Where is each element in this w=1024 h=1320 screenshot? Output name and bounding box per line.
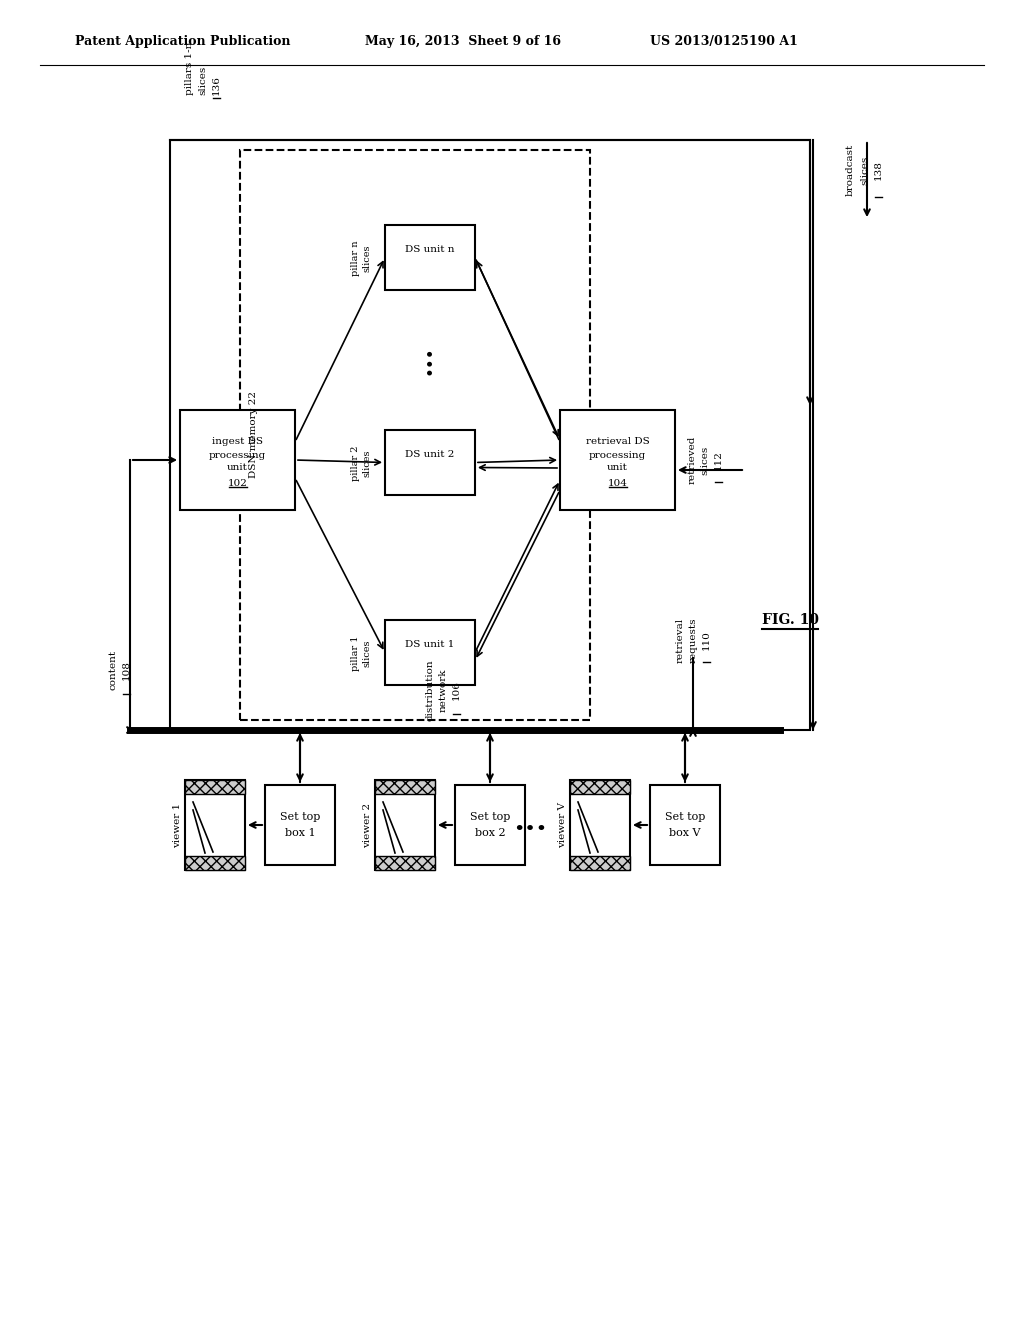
Text: 104: 104 [607, 479, 628, 487]
Text: retrieved: retrieved [687, 436, 696, 484]
Bar [185, 780, 245, 870]
Text: requests: requests [688, 618, 697, 663]
Text: distribution: distribution [426, 659, 434, 721]
Text: Set top: Set top [470, 812, 510, 822]
Bar [455, 785, 525, 865]
Text: retrieval DS: retrieval DS [586, 437, 649, 446]
Text: slices: slices [362, 639, 372, 667]
Bar [375, 780, 435, 795]
Text: DSN memory 22: DSN memory 22 [249, 392, 257, 479]
Text: •••: ••• [422, 346, 438, 375]
Bar [185, 780, 245, 795]
Text: pillar 1: pillar 1 [351, 635, 360, 671]
Bar [375, 780, 435, 870]
Text: Patent Application Publication: Patent Application Publication [75, 36, 291, 49]
Text: unit: unit [607, 463, 628, 473]
Text: viewer V: viewer V [558, 803, 567, 847]
Text: US 2013/0125190 A1: US 2013/0125190 A1 [650, 36, 798, 49]
Text: 136: 136 [212, 75, 220, 95]
Text: pillar n: pillar n [351, 240, 360, 276]
Text: pillar 2: pillar 2 [351, 445, 360, 480]
Text: pillars 1-n: pillars 1-n [185, 42, 195, 95]
Text: processing: processing [589, 450, 646, 459]
Bar [385, 430, 475, 495]
Text: 112: 112 [714, 450, 723, 470]
Bar [650, 785, 720, 865]
Text: May 16, 2013  Sheet 9 of 16: May 16, 2013 Sheet 9 of 16 [365, 36, 561, 49]
Text: unit: unit [227, 463, 248, 473]
Text: box V: box V [670, 828, 700, 838]
Text: slices: slices [362, 449, 372, 477]
Text: content: content [109, 649, 118, 690]
Text: network: network [438, 668, 447, 711]
Text: 110: 110 [701, 630, 711, 649]
Bar [570, 780, 630, 795]
Text: slices: slices [199, 66, 208, 95]
Text: 106: 106 [452, 680, 461, 700]
Bar [570, 855, 630, 870]
Bar [385, 224, 475, 290]
Text: 138: 138 [873, 160, 883, 180]
Bar [560, 411, 675, 510]
Bar [170, 140, 810, 730]
Text: broadcast: broadcast [846, 144, 854, 197]
Text: Set top: Set top [280, 812, 321, 822]
Bar [375, 855, 435, 870]
Bar [385, 620, 475, 685]
Text: DS unit 2: DS unit 2 [406, 450, 455, 459]
Text: slices: slices [860, 156, 869, 185]
Text: 108: 108 [122, 660, 130, 680]
Text: box 1: box 1 [285, 828, 315, 838]
Text: slices: slices [700, 445, 710, 475]
Text: FIG. 10: FIG. 10 [762, 612, 818, 627]
Text: slices: slices [362, 244, 372, 272]
Bar [180, 411, 295, 510]
Text: ingest DS: ingest DS [212, 437, 263, 446]
Bar [570, 780, 630, 870]
Text: viewer 2: viewer 2 [364, 803, 373, 847]
Bar [265, 785, 335, 865]
Bar [185, 855, 245, 870]
Text: retrieval: retrieval [676, 618, 684, 663]
Text: viewer 1: viewer 1 [173, 803, 182, 847]
Text: box 2: box 2 [475, 828, 505, 838]
Text: Set top: Set top [665, 812, 706, 822]
Text: DS unit n: DS unit n [406, 246, 455, 253]
Bar [240, 150, 590, 719]
Text: •••: ••• [513, 821, 547, 840]
Text: 102: 102 [227, 479, 248, 487]
Text: processing: processing [209, 450, 266, 459]
Text: DS unit 1: DS unit 1 [406, 640, 455, 649]
